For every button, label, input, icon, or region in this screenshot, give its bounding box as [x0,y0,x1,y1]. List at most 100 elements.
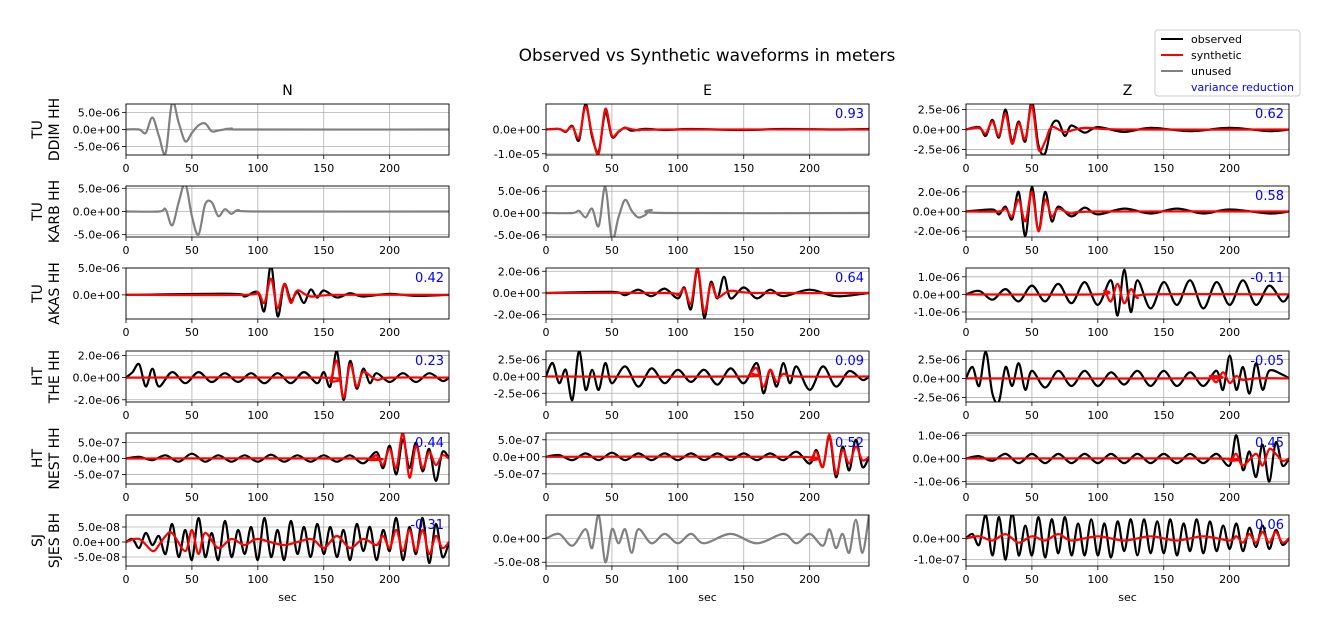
x-tick-label: 200 [799,326,820,339]
figure-title: Observed vs Synthetic waveforms in meter… [519,46,896,66]
x-tick-label: 50 [185,326,199,339]
x-tick-label: 150 [313,491,334,504]
x-tick-label: 100 [1087,491,1108,504]
x-tick-label: 150 [733,162,754,175]
y-tick-label: -2.0e-06 [914,225,960,238]
x-tick-label: 100 [667,491,688,504]
unused-trace [126,186,449,236]
x-tick-label: 200 [1219,244,1240,257]
variance-reduction-label: 0.06 [1255,518,1284,533]
x-tick-label: 100 [247,162,268,175]
x-tick-label: 200 [1219,573,1240,586]
y-tick-label: -1.0e-06 [914,306,960,319]
variance-reduction-label: -0.11 [1250,271,1284,286]
x-axis-label: sec [1118,591,1137,604]
x-tick-label: 150 [1153,409,1174,422]
panel-r5-c0: 0 50 100 150 200 -5.0e-08 0.0e+00 5.0e-08 -0.31 s… [73,514,450,604]
x-tick-label: 150 [1153,162,1174,175]
panel-r1-c0: 0 50 100 150 200 -5.0e-06 0.0e+00 5.0e-06 [73,182,450,257]
y-tick-label: 1.0e-06 [918,271,960,284]
x-tick-label: 50 [605,573,619,586]
unused-trace [546,186,869,237]
station-network-label: SJ [30,534,46,547]
x-tick-label: 150 [733,326,754,339]
y-tick-label: -2.5e-06 [914,391,960,404]
panel-r4-c1: 0 50 100 150 200 -5.0e-07 0.0e+00 5.0e-07 0.52 [493,432,870,504]
y-tick-label: 5.0e-06 [498,185,540,198]
y-tick-label: 0.0e+00 [73,289,120,302]
x-tick-label: 0 [543,326,550,339]
x-tick-label: 0 [963,326,970,339]
synthetic-trace [126,433,449,479]
y-tick-label: 0.0e+00 [913,372,960,385]
variance-reduction-label: 0.52 [835,436,864,451]
legend-label: synthetic [1191,49,1242,62]
panel-r2-c2: 0 50 100 150 200 -1.0e-06 0.0e+00 1.0e-06 -0.11 [913,267,1290,339]
synthetic-trace [966,104,1289,153]
panel-r0-c1: 0 50 100 150 200 -1.0e-05 0.0e+00 0.93 [493,103,870,175]
x-tick-label: 0 [543,491,550,504]
x-tick-label: 0 [963,409,970,422]
x-tick-label: 50 [1025,162,1039,175]
x-tick-label: 100 [667,326,688,339]
x-tick-label: 50 [185,244,199,257]
x-tick-label: 150 [733,491,754,504]
variance-reduction-label: 0.58 [1255,189,1284,204]
x-tick-label: 200 [799,409,820,422]
station-name-label: THE HH [47,350,63,404]
y-tick-label: 0.0e+00 [73,453,120,466]
y-tick-label: 2.5e-06 [918,104,960,117]
y-tick-label: 5.0e-06 [78,107,120,120]
x-tick-label: 0 [123,491,130,504]
variance-reduction-label: -0.05 [1250,354,1284,369]
station-name-label: KARB HH [47,180,63,243]
x-tick-label: 150 [1153,244,1174,257]
x-tick-label: 200 [379,491,400,504]
panel-r3-c2: 0 50 100 150 200 -2.5e-06 0.0e+00 2.5e-06 -0.05 [913,350,1290,422]
y-tick-label: -5.0e-07 [74,468,120,481]
panel-r2-c0: 0 50 100 150 200 0.0e+00 5.0e-06 0.42 [73,262,450,339]
station-network-label: HT [30,449,46,469]
station-network-label: TU [30,120,46,140]
synthetic-trace [546,366,869,388]
x-tick-label: 200 [379,409,400,422]
column-header-z: Z [1123,83,1133,99]
panel-r2-c1: 0 50 100 150 200 -2.0e-06 0.0e+00 2.0e-06 0.64 [493,265,870,339]
x-tick-label: 0 [963,573,970,586]
panel-r1-c2: 0 50 100 150 200 -2.0e-06 0.0e+00 2.0e-06 0.58 [913,185,1290,257]
x-tick-label: 200 [1219,326,1240,339]
x-tick-label: 150 [1153,491,1174,504]
x-tick-label: 0 [963,244,970,257]
y-tick-label: 0.0e+00 [73,372,120,385]
y-tick-label: -1.0e-07 [914,554,960,567]
x-tick-label: 50 [605,244,619,257]
x-tick-label: 50 [1025,409,1039,422]
x-tick-label: 150 [313,162,334,175]
x-tick-label: 150 [733,244,754,257]
legend-label: unused [1191,65,1231,78]
station-name-label: SJES BH [47,513,63,568]
x-tick-label: 200 [1219,409,1240,422]
x-tick-label: 100 [667,409,688,422]
x-tick-label: 150 [313,409,334,422]
y-tick-label: 0.0e+00 [913,206,960,219]
x-tick-label: 50 [185,162,199,175]
x-tick-label: 200 [799,162,820,175]
panel-frame [125,514,450,567]
panel-frame [125,350,450,403]
x-axis-label: sec [698,591,717,604]
x-tick-label: 0 [543,162,550,175]
synthetic-trace [546,433,869,475]
x-tick-label: 50 [185,573,199,586]
synthetic-trace [546,268,869,314]
x-tick-label: 100 [247,244,268,257]
y-tick-label: 0.0e+00 [913,124,960,137]
synthetic-trace [126,528,449,556]
unused-trace [126,104,449,155]
variance-reduction-label: 0.93 [835,107,864,122]
x-tick-label: 100 [1087,162,1108,175]
station-network-label: TU [30,284,46,304]
panel-frame [965,350,1290,403]
x-tick-label: 100 [247,491,268,504]
y-tick-label: -5.0e-06 [74,141,120,154]
